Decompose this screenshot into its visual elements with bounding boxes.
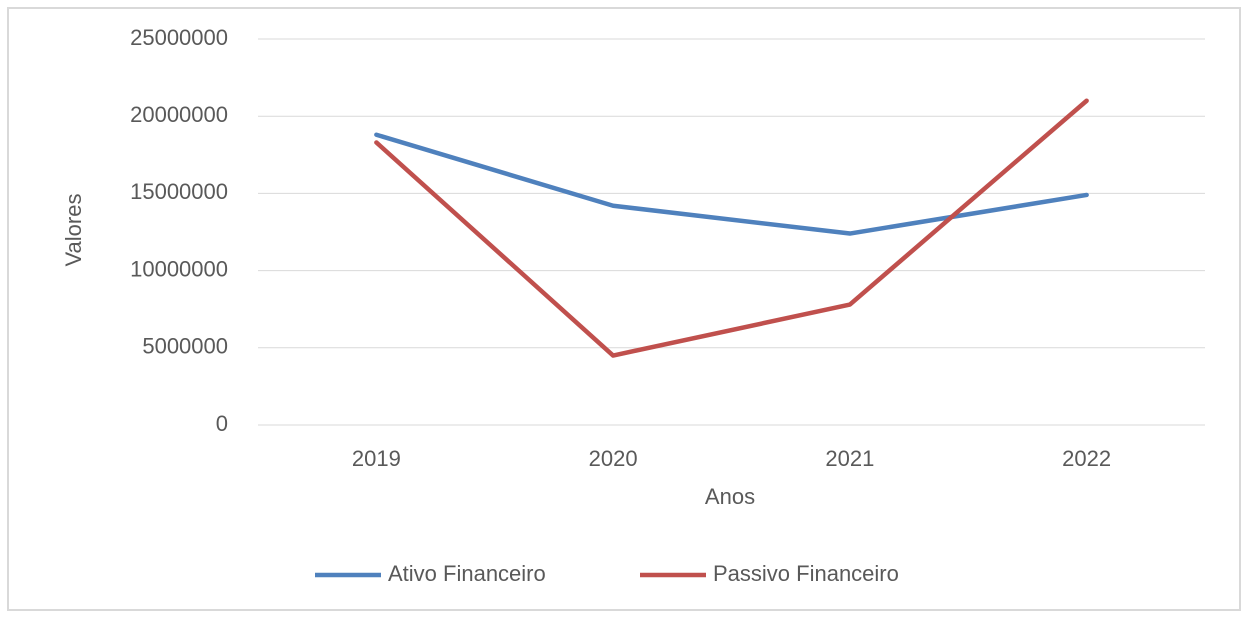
y-tick-label: 0 (216, 411, 228, 436)
y-tick-label: 15000000 (130, 179, 228, 204)
x-tick-label: 2019 (352, 446, 401, 471)
x-tick-label: 2022 (1062, 446, 1111, 471)
series-line (374, 98, 1089, 358)
y-tick-label: 10000000 (130, 256, 228, 281)
y-tick-label: 20000000 (130, 102, 228, 127)
x-tick-label: 2021 (825, 446, 874, 471)
legend-label: Ativo Financeiro (388, 561, 546, 586)
series-line (374, 132, 1089, 236)
x-axis-title: Anos (705, 484, 755, 509)
chart-frame (7, 7, 1241, 611)
x-tick-label: 2020 (589, 446, 638, 471)
legend-label: Passivo Financeiro (713, 561, 899, 586)
y-tick-label: 25000000 (130, 25, 228, 50)
y-tick-label: 5000000 (142, 334, 228, 359)
y-axis-title: Valores (61, 194, 86, 267)
